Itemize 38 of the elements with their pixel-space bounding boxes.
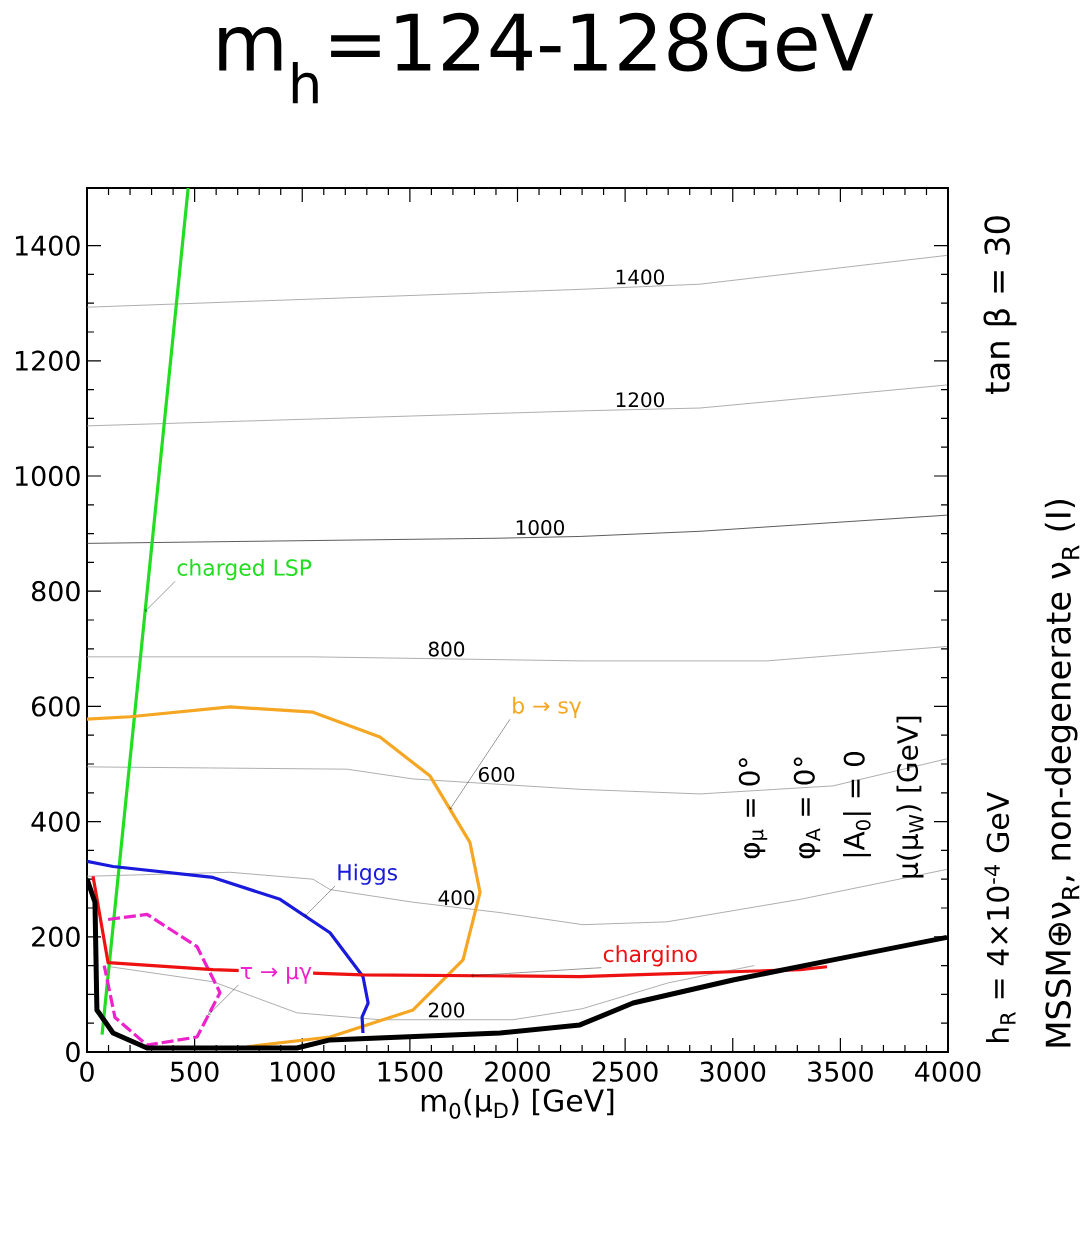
series-label: charged LSP	[177, 558, 312, 581]
y-tick-label: 0	[66, 1041, 80, 1063]
series-label: 200	[428, 1002, 465, 1018]
x-tick-label: 500	[171, 1061, 219, 1082]
series-label: 800	[428, 641, 465, 657]
series-label: 1400	[616, 269, 664, 285]
series-label: τ → μγ	[240, 967, 312, 984]
annotation: μ(μ$_{W}$) [GeV]	[896, 716, 924, 878]
series-label: 400	[438, 890, 475, 906]
series-label: 600	[478, 766, 515, 782]
text: MSSM⊕ν$_{R}$, non-degenerate ν$_{R}$ (I)	[1044, 499, 1080, 1047]
y-tick-label: 400	[31, 811, 80, 832]
x-tick-label: 3500	[808, 1061, 873, 1082]
x-tick-label: 1500	[378, 1061, 443, 1082]
series-label: 1000	[516, 520, 565, 536]
text: h$_{R}$ = 4×10$^{-4}$ GeV	[984, 792, 1016, 1043]
y-tick-label: 600	[32, 696, 80, 717]
text: tan β = 30	[983, 216, 1017, 394]
text: Higgs	[338, 863, 397, 885]
series-label: 1200	[616, 392, 664, 408]
annotation: φ$_{A}$ = 0°	[793, 757, 821, 859]
x-axis-title: m$_{0}$(μ$_{D}$) [GeV]	[421, 1088, 614, 1119]
text: b → sγ	[513, 696, 582, 719]
x-tick-label: 4000	[915, 1061, 981, 1082]
annotation: |A$_{0}$| = 0	[843, 752, 871, 857]
y-tick-label: 1400	[15, 235, 80, 256]
y-tick-label: 1200	[15, 350, 80, 371]
series-label: chargino	[603, 945, 697, 967]
x-tick-label: 2500	[592, 1061, 658, 1082]
y-tick-label: 1000	[15, 465, 80, 487]
x-tick-label: 3000	[700, 1061, 766, 1082]
x-tick-label: 2000	[485, 1061, 550, 1082]
x-tick-label: 1000	[270, 1061, 335, 1082]
y-tick-label: 800	[31, 581, 80, 602]
annotation: φ$_{μ}$ = 0°	[738, 758, 768, 859]
y-tick-label: 200	[32, 926, 80, 947]
x-tick-label: 0	[80, 1061, 94, 1082]
chart-title: m$_{h}$=124-128GeV	[219, 12, 874, 104]
